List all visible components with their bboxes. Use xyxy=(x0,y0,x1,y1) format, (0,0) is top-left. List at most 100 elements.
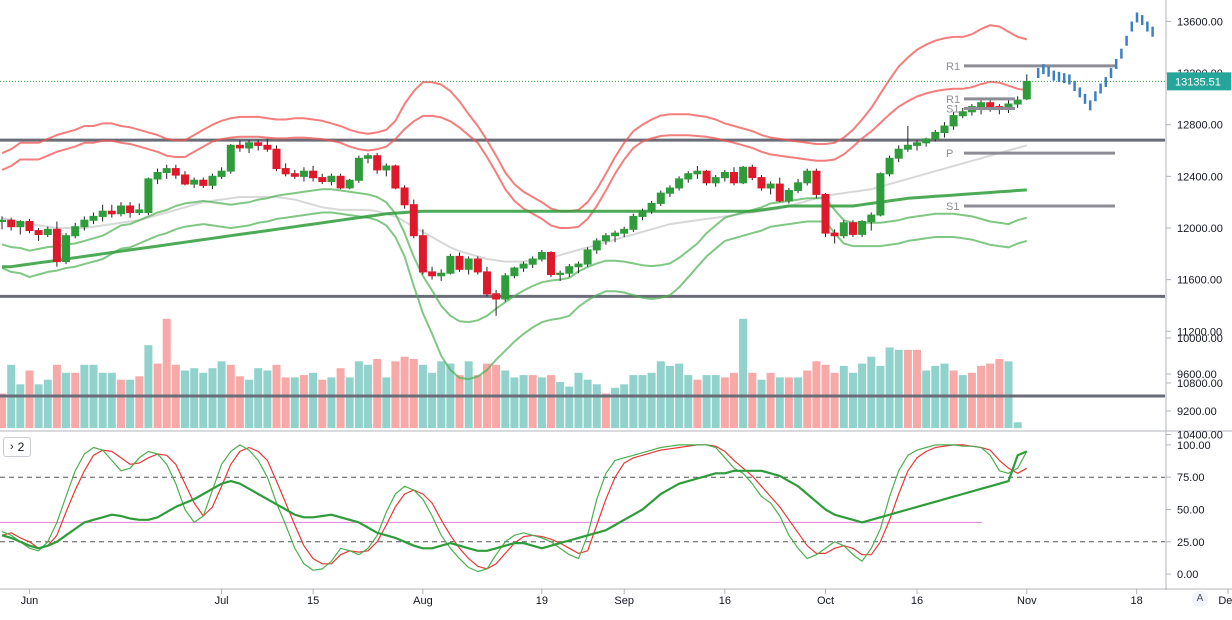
candle-body[interactable] xyxy=(16,221,25,228)
candle-body[interactable] xyxy=(71,226,80,237)
candle-body[interactable] xyxy=(528,258,537,265)
candle-body[interactable] xyxy=(711,177,720,184)
candle-body[interactable] xyxy=(199,179,208,186)
candle-body[interactable] xyxy=(693,170,702,175)
candle-body[interactable] xyxy=(382,165,391,171)
candle-body[interactable] xyxy=(25,221,34,231)
candle-body[interactable] xyxy=(748,166,757,179)
candle-body[interactable] xyxy=(7,219,16,228)
candle-body[interactable] xyxy=(766,183,775,189)
candle-body[interactable] xyxy=(117,205,125,215)
candle-body[interactable] xyxy=(574,263,583,268)
candle-body[interactable] xyxy=(720,172,729,179)
candle-body[interactable] xyxy=(611,232,620,237)
candle-body[interactable] xyxy=(226,144,235,172)
candle-body[interactable] xyxy=(263,144,272,150)
candle-body[interactable] xyxy=(583,249,592,265)
candle-body[interactable] xyxy=(135,209,144,213)
candle-body[interactable] xyxy=(775,183,784,202)
candle-body[interactable] xyxy=(803,170,812,184)
candle-body[interactable] xyxy=(666,187,674,194)
candle-body[interactable] xyxy=(601,235,610,242)
candle-body[interactable] xyxy=(913,142,921,146)
candle-body[interactable] xyxy=(812,170,821,195)
candle-body[interactable] xyxy=(922,138,931,144)
candle-body[interactable] xyxy=(281,168,290,175)
candle-body[interactable] xyxy=(126,205,135,213)
candle-body[interactable] xyxy=(373,155,382,171)
candle-body[interactable] xyxy=(98,210,107,217)
candle-body[interactable] xyxy=(830,232,839,237)
candle-body[interactable] xyxy=(80,219,89,228)
candle-body[interactable] xyxy=(821,193,830,234)
candle-body[interactable] xyxy=(299,170,308,177)
candle-body[interactable] xyxy=(153,172,162,180)
pane-collapse-toggle[interactable]: › 2 xyxy=(3,437,32,457)
candle-body[interactable] xyxy=(62,235,70,262)
candle-body[interactable] xyxy=(446,255,455,274)
candle-body[interactable] xyxy=(318,177,327,183)
candle-body[interactable] xyxy=(519,263,528,269)
candle-body[interactable] xyxy=(958,111,967,117)
candle-body[interactable] xyxy=(254,142,263,146)
candle-body[interactable] xyxy=(885,157,894,175)
candle-body[interactable] xyxy=(1013,99,1022,105)
candle-body[interactable] xyxy=(739,166,748,184)
auto-scale-button[interactable]: A xyxy=(1192,591,1208,607)
candle-body[interactable] xyxy=(903,144,912,150)
candle-body[interactable] xyxy=(52,228,61,263)
candle-body[interactable] xyxy=(181,174,189,185)
candle-body[interactable] xyxy=(684,173,693,180)
candle-body[interactable] xyxy=(190,179,199,185)
candle-body[interactable] xyxy=(464,258,473,270)
candle-body[interactable] xyxy=(638,210,647,217)
candle-body[interactable] xyxy=(620,228,629,234)
candle-body[interactable] xyxy=(647,202,656,212)
candle-body[interactable] xyxy=(0,219,6,222)
candle-body[interactable] xyxy=(565,266,574,274)
candle-body[interactable] xyxy=(89,215,98,221)
candle-body[interactable] xyxy=(437,272,446,277)
candle-body[interactable] xyxy=(144,178,153,213)
candle-body[interactable] xyxy=(345,179,354,189)
candle-body[interactable] xyxy=(510,267,519,277)
candle-body[interactable] xyxy=(171,168,180,176)
candle-body[interactable] xyxy=(702,170,711,184)
candle-body[interactable] xyxy=(364,155,372,159)
candle-body[interactable] xyxy=(235,144,244,149)
candle-body[interactable] xyxy=(849,222,857,235)
candle-body[interactable] xyxy=(208,175,217,186)
candle-body[interactable] xyxy=(547,252,555,275)
candle-body[interactable] xyxy=(107,210,116,215)
candle-body[interactable] xyxy=(592,240,601,251)
candle-body[interactable] xyxy=(894,148,903,159)
candle-body[interactable] xyxy=(556,272,565,276)
candle-body[interactable] xyxy=(272,148,281,170)
candle-body[interactable] xyxy=(43,228,52,236)
candle-body[interactable] xyxy=(839,222,848,237)
candle-body[interactable] xyxy=(391,165,400,189)
candle-body[interactable] xyxy=(501,275,510,300)
candle-body[interactable] xyxy=(217,170,226,177)
candle-body[interactable] xyxy=(428,271,437,277)
candle-body[interactable] xyxy=(949,115,958,127)
candle-body[interactable] xyxy=(784,190,793,202)
candle-body[interactable] xyxy=(730,172,738,184)
candle-body[interactable] xyxy=(483,271,491,295)
candle-body[interactable] xyxy=(418,235,427,273)
candle-body[interactable] xyxy=(675,178,684,189)
candle-body[interactable] xyxy=(876,173,885,216)
candle-body[interactable] xyxy=(309,170,318,179)
candle-body[interactable] xyxy=(656,192,665,204)
candle-body[interactable] xyxy=(354,157,363,181)
candle-body[interactable] xyxy=(473,258,482,273)
candle-body[interactable] xyxy=(794,182,803,192)
candle-body[interactable] xyxy=(757,177,766,189)
candle-body[interactable] xyxy=(409,204,418,237)
candle-body[interactable] xyxy=(245,142,254,149)
candle-body[interactable] xyxy=(290,173,299,177)
candle-body[interactable] xyxy=(327,175,336,183)
candle-body[interactable] xyxy=(867,214,876,223)
